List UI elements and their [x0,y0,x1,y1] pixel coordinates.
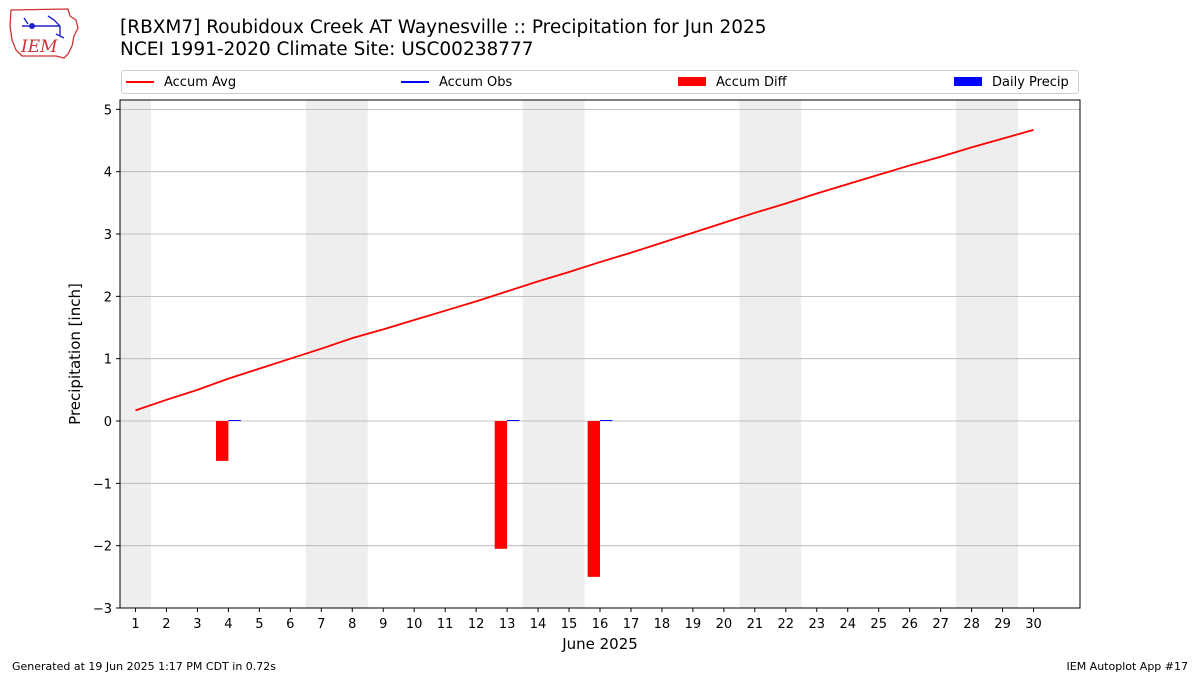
x-tick-label-2: 3 [193,617,201,632]
x-tick-label-10: 11 [437,617,454,632]
x-tick-label-25: 26 [901,617,918,632]
accum-avg-line [135,129,1034,412]
legend-label-accum-avg: Accum Avg [164,75,237,90]
y-tick-label-5: 2 [104,290,112,305]
x-tick-label-23: 24 [839,617,856,632]
legend-swatch-accum-diff [678,77,706,86]
x-axis-label: June 2025 [561,635,638,653]
x-tick-label-11: 12 [468,617,485,632]
x-tick-label-1: 2 [162,617,170,632]
legend-label-accum-obs: Accum Obs [439,75,513,90]
x-tick-label-17: 18 [654,617,671,632]
x-tick-label-27: 28 [963,617,980,632]
y-tick-label-1: −2 [93,540,112,555]
weekend-band-3 [739,100,802,608]
y-tick-label-2: −1 [93,477,112,492]
daily-precip-bar-13 [507,420,520,422]
x-tick-label-29: 30 [1025,617,1042,632]
x-tick-label-3: 4 [224,617,232,632]
x-tick-label-13: 14 [530,617,547,632]
x-tick-label-9: 10 [406,617,423,632]
legend-accum-obs: Accum Obs [401,73,512,93]
x-tick-label-21: 22 [778,617,795,632]
x-tick-label-7: 8 [348,617,356,632]
daily-precip-bar-16 [600,420,613,422]
chart-legend: Accum Avg Accum Obs Accum Diff Daily Pre… [121,70,1079,94]
chart-title: [RBXM7] Roubidoux Creek AT Waynesville :… [120,17,767,38]
legend-swatch-accum-avg [126,80,154,83]
app-label: IEM Autoplot App #17 [1066,660,1189,673]
y-tick-label-3: 0 [104,415,112,430]
legend-label-accum-diff: Accum Diff [716,75,787,90]
weekend-band-2 [522,100,585,608]
daily-precip-bar-4 [228,420,241,422]
legend-swatch-daily-precip [954,77,982,86]
weekend-band-4 [956,100,1019,608]
legend-accum-avg: Accum Avg [126,73,236,93]
legend-label-daily-precip: Daily Precip [992,75,1069,90]
x-tick-label-20: 21 [747,617,764,632]
y-tick-label-0: −3 [93,602,112,617]
x-tick-label-14: 15 [561,617,578,632]
y-tick-label-4: 1 [104,353,112,368]
weekend-band-0 [120,100,151,608]
iem-logo: IEM [9,8,79,59]
x-tick-label-24: 25 [870,617,887,632]
x-tick-label-15: 16 [592,617,609,632]
x-tick-label-5: 6 [286,617,294,632]
x-tick-label-8: 9 [379,617,387,632]
y-tick-label-6: 3 [104,228,112,243]
x-tick-label-28: 29 [994,617,1011,632]
accum-diff-bar-4 [216,421,229,461]
chart-subtitle: NCEI 1991-2020 Climate Site: USC00238777 [120,39,534,60]
legend-daily-precip: Daily Precip [954,73,1069,93]
y-axis-label: Precipitation [inch] [66,283,84,425]
weekend-band-1 [305,100,368,608]
y-tick-label-8: 5 [104,103,112,118]
x-tick-label-6: 7 [317,617,325,632]
generated-timestamp: Generated at 19 Jun 2025 1:17 PM CDT in … [12,660,277,673]
y-tick-label-7: 4 [104,166,112,181]
x-tick-label-18: 19 [685,617,702,632]
legend-swatch-accum-obs [401,80,429,83]
wind-vane-icon [22,15,65,39]
x-tick-label-26: 27 [932,617,949,632]
x-tick-label-16: 17 [623,617,640,632]
x-tick-label-0: 1 [131,617,139,632]
x-tick-label-12: 13 [499,617,516,632]
x-tick-label-4: 5 [255,617,263,632]
x-tick-label-19: 20 [716,617,733,632]
logo-text: IEM [20,37,58,57]
accum-diff-bar-16 [587,421,600,577]
legend-accum-diff: Accum Diff [678,73,787,93]
accum-diff-bar-13 [494,421,508,549]
x-tick-label-22: 23 [809,617,826,632]
